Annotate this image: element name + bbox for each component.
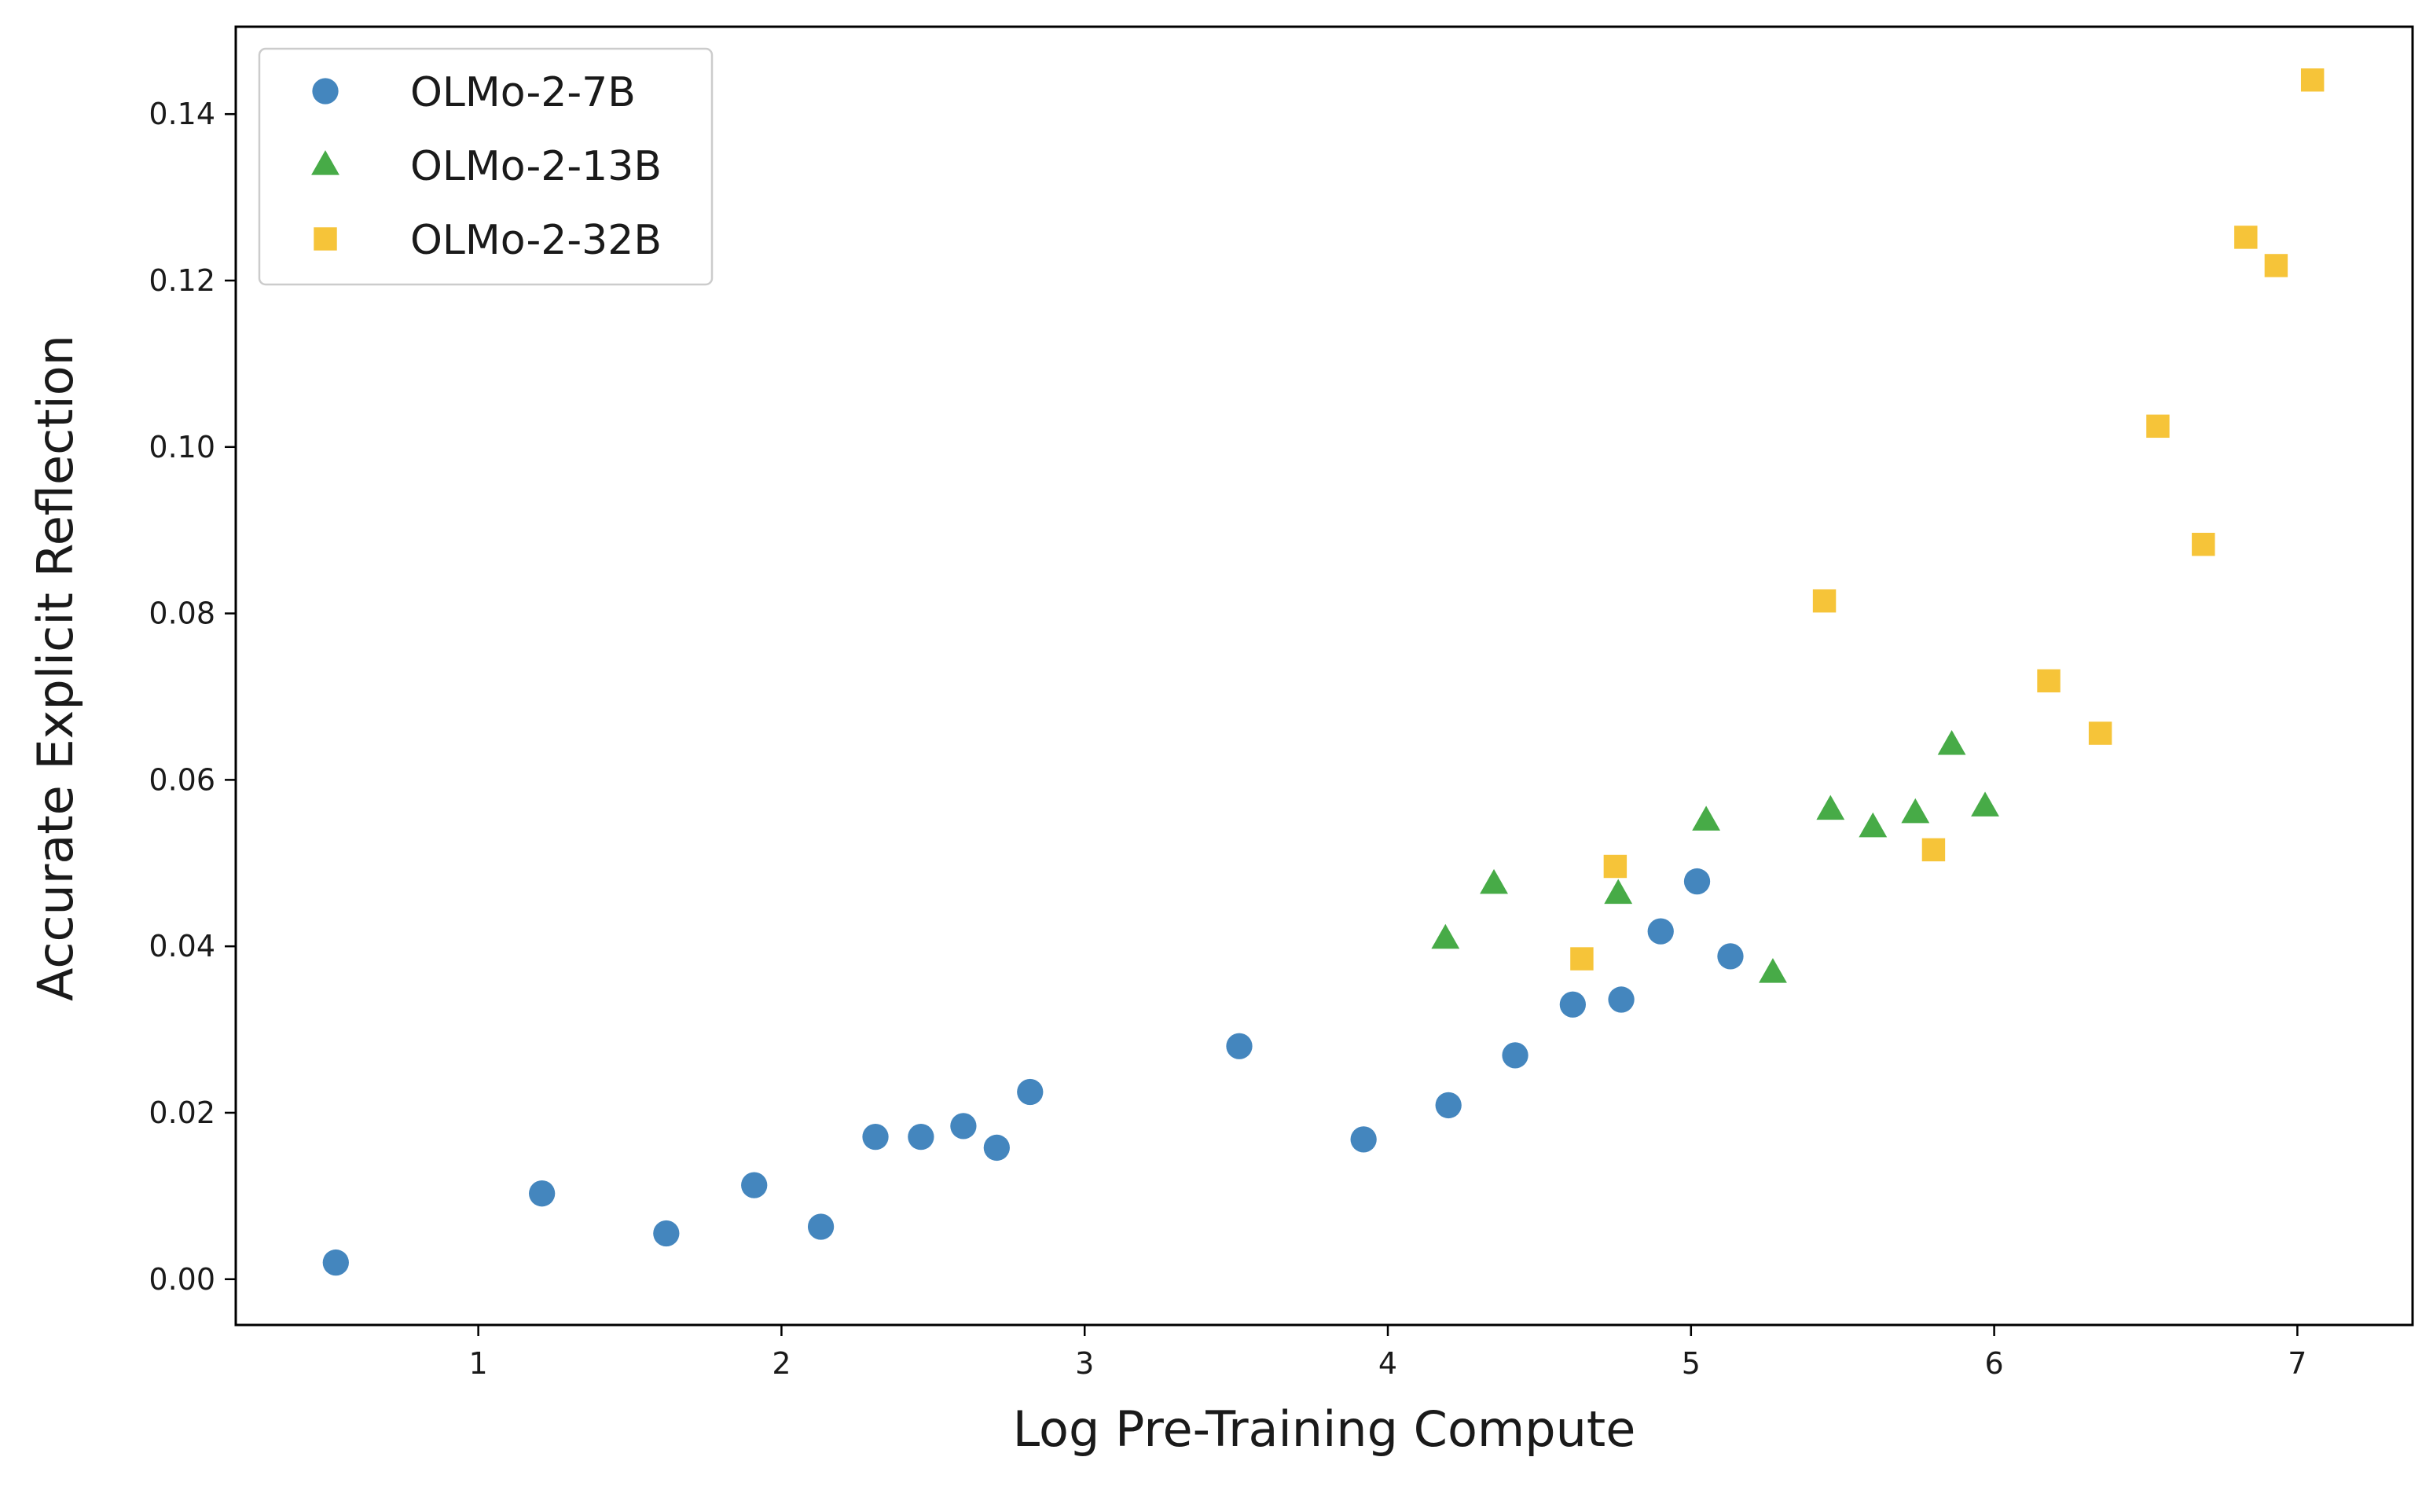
legend-marker-triangle xyxy=(311,150,339,175)
point-olmo-2-7b xyxy=(1350,1126,1377,1153)
point-olmo-2-32b xyxy=(2088,721,2112,745)
legend-box xyxy=(258,47,714,286)
point-olmo-2-32b xyxy=(2300,68,2325,92)
point-olmo-2-7b xyxy=(1017,1078,1044,1106)
legend-label: OLMo-2-7B xyxy=(410,69,636,116)
point-olmo-2-32b xyxy=(2264,254,2288,277)
legend-marker-square xyxy=(314,227,337,251)
point-olmo-2-32b xyxy=(2234,226,2258,249)
series-circle xyxy=(322,868,1744,1276)
y-axis-ticks: 0.00 0.02 0.04 0.06 0.08 0.10 0.12 0.14 xyxy=(149,97,236,1297)
x-tick-label: 5 xyxy=(1682,1346,1701,1381)
point-olmo-2-7b xyxy=(1502,1042,1528,1069)
series-square xyxy=(1570,68,2325,971)
point-olmo-2-32b xyxy=(2192,532,2215,556)
point-olmo-2-7b xyxy=(1226,1033,1253,1059)
point-olmo-2-13b xyxy=(1816,795,1845,820)
point-olmo-2-13b xyxy=(1692,806,1721,831)
point-olmo-2-7b xyxy=(983,1134,1010,1162)
y-tick-label: 0.08 xyxy=(149,596,215,631)
y-tick-label: 0.04 xyxy=(149,929,215,963)
point-olmo-2-32b xyxy=(1603,854,1628,879)
x-tick-label: 3 xyxy=(1075,1346,1094,1381)
y-axis-title: Accurate Explicit Reflection xyxy=(27,335,84,1001)
y-tick-label: 0.02 xyxy=(149,1095,215,1130)
point-olmo-2-13b xyxy=(1431,923,1460,949)
plot-frame xyxy=(234,25,2414,1327)
point-olmo-2-13b xyxy=(1480,868,1508,894)
point-olmo-2-13b xyxy=(1604,879,1633,905)
legend-label: OLMo-2-32B xyxy=(410,217,662,264)
legend-items: OLMo-2-7B OLMo-2-13B OLMo-2-32B xyxy=(311,69,662,264)
point-olmo-2-7b xyxy=(529,1180,556,1207)
point-olmo-2-32b xyxy=(1921,838,1946,862)
y-tick-label: 0.06 xyxy=(149,762,215,797)
point-olmo-2-13b xyxy=(1937,729,1966,755)
point-olmo-2-7b xyxy=(741,1172,768,1198)
point-olmo-2-32b xyxy=(1570,947,1594,971)
point-olmo-2-13b xyxy=(1859,812,1888,838)
y-tick-label: 0.12 xyxy=(149,263,215,298)
series-triangle xyxy=(1431,729,1999,983)
y-tick-label: 0.00 xyxy=(149,1262,215,1297)
point-olmo-2-7b xyxy=(1559,991,1586,1018)
point-olmo-2-32b xyxy=(2146,414,2170,439)
x-tick-label: 4 xyxy=(1378,1346,1397,1381)
y-tick-label: 0.10 xyxy=(149,430,215,464)
x-axis-ticks: 1 2 3 4 5 6 7 xyxy=(469,1325,2306,1381)
point-olmo-2-7b xyxy=(322,1249,349,1276)
x-tick-label: 2 xyxy=(772,1346,791,1381)
marks-layer xyxy=(322,68,2325,1276)
legend-marker-circle xyxy=(312,78,339,105)
point-olmo-2-13b xyxy=(1901,798,1930,824)
x-tick-label: 7 xyxy=(2288,1346,2306,1381)
legend-label: OLMo-2-13B xyxy=(410,143,662,190)
point-olmo-2-32b xyxy=(1812,589,1837,613)
x-tick-label: 6 xyxy=(1985,1346,2004,1381)
point-olmo-2-7b xyxy=(1435,1092,1462,1119)
legend: OLMo-2-7B OLMo-2-13B OLMo-2-32B xyxy=(258,47,714,286)
point-olmo-2-7b xyxy=(1647,918,1674,945)
x-tick-label: 1 xyxy=(469,1346,488,1381)
point-olmo-2-7b xyxy=(1683,868,1711,895)
point-olmo-2-13b xyxy=(1971,791,1999,817)
point-olmo-2-7b xyxy=(807,1213,835,1240)
point-olmo-2-7b xyxy=(1717,943,1744,970)
point-olmo-2-7b xyxy=(908,1124,934,1151)
point-olmo-2-7b xyxy=(1608,986,1635,1013)
y-tick-label: 0.14 xyxy=(149,97,215,131)
point-olmo-2-7b xyxy=(653,1220,680,1247)
point-olmo-2-13b xyxy=(1759,958,1787,983)
point-olmo-2-7b xyxy=(950,1113,977,1140)
x-axis-title: Log Pre-Training Compute xyxy=(1013,1400,1636,1458)
point-olmo-2-32b xyxy=(2037,669,2061,693)
point-olmo-2-7b xyxy=(862,1124,889,1151)
